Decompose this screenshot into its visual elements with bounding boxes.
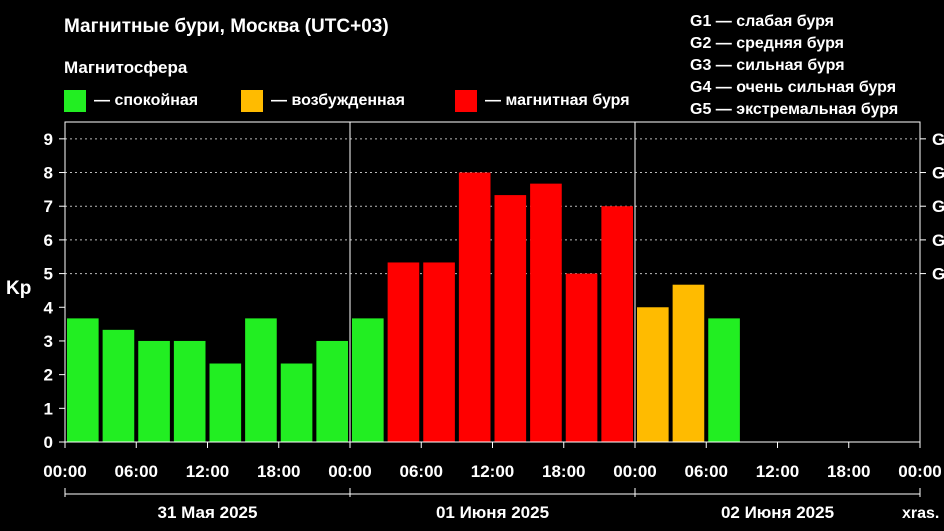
x-tick-label: 00:00 <box>613 462 656 481</box>
grid-layer <box>65 138 920 275</box>
legend-active-swatch <box>241 90 263 112</box>
x-tick-label: 00:00 <box>898 462 941 481</box>
axes-layer <box>59 121 926 497</box>
g-scale-g4: G4 — очень сильная буря <box>690 79 897 96</box>
x-tick-label: 12:00 <box>186 462 229 481</box>
kp-bar <box>458 172 491 443</box>
y-tick-label: 6 <box>44 231 53 250</box>
x-tick-label: 00:00 <box>328 462 371 481</box>
bars-layer <box>67 172 740 443</box>
day-label: 02 Июня 2025 <box>721 503 834 522</box>
kp-bar <box>67 318 99 442</box>
x-tick-label: 12:00 <box>756 462 799 481</box>
magnetosphere-subtitle: Магнитосфера <box>64 58 188 77</box>
y-tick-label: 3 <box>44 332 53 351</box>
g-scale-g1: G1 — слабая буря <box>690 13 835 30</box>
x-tick-label: 18:00 <box>827 462 870 481</box>
y-tick-label: 9 <box>44 130 53 149</box>
kp-bar <box>423 262 455 442</box>
kp-bar <box>280 363 313 442</box>
y-tick-label: 5 <box>44 265 53 284</box>
legend-quiet: — спокойная <box>64 90 198 112</box>
g-level-label: G <box>932 130 944 149</box>
kp-bar <box>708 318 740 442</box>
y-tick-label: 8 <box>44 164 53 183</box>
kp-bar <box>138 340 170 442</box>
kp-bar <box>530 183 562 443</box>
g-level-label: G <box>932 265 944 284</box>
g-scale-g3: G3 — сильная буря <box>690 57 845 74</box>
x-tick-label: 06:00 <box>685 462 728 481</box>
legend-active-label: — возбужденная <box>271 92 405 109</box>
day-label: 01 Июня 2025 <box>436 503 549 522</box>
legend-storm-label: — магнитная буря <box>485 92 630 109</box>
legend-storm: — магнитная буря <box>455 90 630 112</box>
kp-bar <box>209 363 242 442</box>
x-tick-label: 00:00 <box>43 462 86 481</box>
kp-bar <box>672 284 705 442</box>
x-tick-label: 06:00 <box>400 462 443 481</box>
g-level-label: G <box>932 164 944 183</box>
kp-bar <box>316 340 348 442</box>
y-tick-label: 4 <box>44 298 54 317</box>
g-scale-g2: G2 — средняя буря <box>690 35 844 52</box>
legend-quiet-swatch <box>64 90 86 112</box>
y-tick-label: 2 <box>44 366 53 385</box>
x-tick-label: 18:00 <box>542 462 585 481</box>
y-tick-label: 0 <box>44 433 53 452</box>
y-axis-label: Kp <box>6 278 31 299</box>
y-tick-label: 7 <box>44 197 53 216</box>
x-tick-label: 18:00 <box>257 462 300 481</box>
kp-bar <box>637 307 669 442</box>
kp-bar <box>601 206 633 442</box>
kp-bar <box>387 262 420 442</box>
g-level-label: G <box>932 197 944 216</box>
legend-storm-swatch <box>455 90 477 112</box>
g-level-label: G <box>932 231 944 250</box>
x-tick-label: 06:00 <box>115 462 158 481</box>
x-tick-label: 12:00 <box>471 462 514 481</box>
legend-quiet-label: — спокойная <box>94 92 199 109</box>
g-scale-g5: G5 — экстремальная буря <box>690 101 899 118</box>
legend-active: — возбужденная <box>241 90 405 112</box>
watermark: xras. <box>902 505 939 522</box>
y-tick-label: 1 <box>44 399 53 418</box>
chart-title: Магнитные бури, Москва (UTC+03) <box>64 16 389 37</box>
kp-bar <box>494 195 527 442</box>
day-label: 31 Мая 2025 <box>158 503 258 522</box>
kp-bar <box>245 318 277 442</box>
kp-bar <box>173 340 206 442</box>
kp-bar <box>565 273 598 442</box>
kp-bar <box>102 329 135 442</box>
g-scale-legend: G1 — слабая буря G2 — средняя буря G3 — … <box>690 11 898 121</box>
kp-bar <box>352 318 384 442</box>
